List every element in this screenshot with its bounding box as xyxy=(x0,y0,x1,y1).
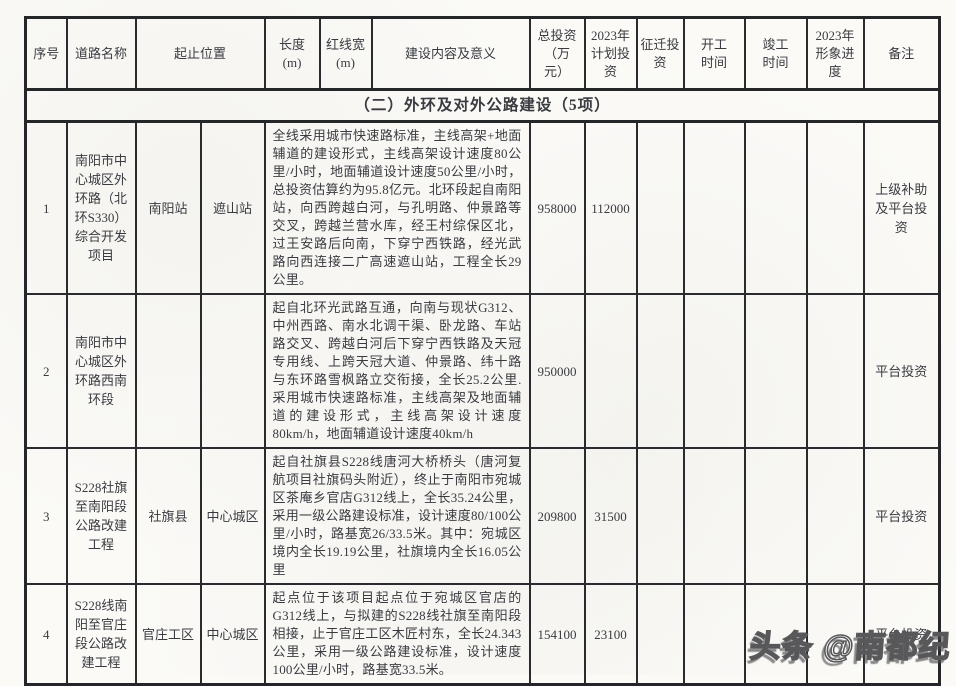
cell-total-investment: 154100 xyxy=(528,583,586,686)
cell-2023-planned-investment: 112000 xyxy=(583,120,638,295)
cell-location-to xyxy=(199,293,266,449)
cell-start-time xyxy=(682,583,746,686)
cell-road-name: S228线南阳至官庄段公路改建工程 xyxy=(65,583,137,686)
cell-2023-planned-investment: 31500 xyxy=(583,447,638,585)
header-2023-progress: 2023年 形象进 度 xyxy=(805,16,865,91)
cell-completion-time xyxy=(743,447,808,585)
cell-2023-progress xyxy=(805,583,865,686)
cell-location-from: 南阳站 xyxy=(134,120,202,295)
header-length: 长度 (m) xyxy=(263,16,321,91)
cell-road-name: S228社旗至南阳段公路改建工程 xyxy=(65,447,137,585)
cell-location-to: 中心城区 xyxy=(199,447,266,585)
cell-location-from: 社旗县 xyxy=(134,447,202,585)
header-serial-number: 序号 xyxy=(24,16,68,91)
cell-relocation-investment xyxy=(635,293,685,449)
section-title: （二）外环及对外公路建设（5项） xyxy=(24,88,941,123)
cell-construction-content: 全线采用城市快速路标准，主线高架+地面辅道的建设形式，主线高架设计速度80公里/… xyxy=(263,120,531,295)
cell-remarks: 平台投资 xyxy=(862,583,941,686)
header-remarks: 备注 xyxy=(862,16,941,91)
cell-remarks: 平台投资 xyxy=(862,447,941,585)
table-row: 3 S228社旗至南阳段公路改建工程 社旗县 中心城区 起自社旗县S228线唐河… xyxy=(24,447,941,585)
cell-total-investment: 958000 xyxy=(528,120,586,295)
cell-road-name: 南阳市中心城区外环路（北环S330）综合开发项目 xyxy=(65,120,137,295)
cell-location-to: 遮山站 xyxy=(199,120,266,295)
cell-total-investment: 209800 xyxy=(528,447,586,585)
cell-location-to: 中心城区 xyxy=(199,583,266,686)
header-2023-planned-investment: 2023年 计划投 资 xyxy=(583,16,638,91)
header-total-investment: 总投资 （万 元） xyxy=(528,16,586,91)
cell-serial-number: 2 xyxy=(24,293,68,449)
table-header-row: 序号 道路名称 起止位置 长度 (m) 红线宽 (m) 建设内容及意义 总投资 … xyxy=(24,16,941,91)
cell-2023-planned-investment: 23100 xyxy=(583,583,638,686)
header-completion-time: 竣工 时间 xyxy=(743,16,808,91)
cell-2023-progress xyxy=(805,447,865,585)
table-row: 1 南阳市中心城区外环路（北环S330）综合开发项目 南阳站 遮山站 全线采用城… xyxy=(24,120,941,295)
section-header-row: （二）外环及对外公路建设（5项） xyxy=(24,88,941,123)
cell-start-time xyxy=(682,447,746,585)
header-relocation-investment: 征迁投 资 xyxy=(635,16,685,91)
cell-start-time xyxy=(682,293,746,449)
cell-location-from: 官庄工区 xyxy=(134,583,202,686)
header-start-time: 开工 时间 xyxy=(682,16,746,91)
cell-2023-planned-investment xyxy=(583,293,638,449)
cell-relocation-investment xyxy=(635,120,685,295)
projects-table: 序号 道路名称 起止位置 长度 (m) 红线宽 (m) 建设内容及意义 总投资 … xyxy=(24,16,942,686)
table-body: （二）外环及对外公路建设（5项） 1 南阳市中心城区外环路（北环S330）综合开… xyxy=(24,88,941,686)
watermark: 头条 @南都纪 xyxy=(748,628,953,665)
cell-construction-content: 起自北环光武路互通，向南与现状G312、中州西路、南水北调干渠、卧龙路、车站路交… xyxy=(263,293,531,449)
cell-remarks: 平台投资 xyxy=(862,293,941,449)
cell-2023-progress xyxy=(805,293,865,449)
cell-serial-number: 3 xyxy=(24,447,68,585)
cell-completion-time xyxy=(743,293,808,449)
cell-road-name: 南阳市中心城区外环路西南环段 xyxy=(65,293,137,449)
cell-2023-progress xyxy=(805,120,865,295)
cell-serial-number: 1 xyxy=(24,120,68,295)
header-road-name: 道路名称 xyxy=(65,16,137,91)
header-location: 起止位置 xyxy=(134,16,266,91)
table-row: 4 S228线南阳至官庄段公路改建工程 官庄工区 中心城区 起点位于该项目起点位… xyxy=(24,583,941,686)
cell-serial-number: 4 xyxy=(24,583,68,686)
cell-construction-content: 起点位于该项目起点位于宛城区官店的G312线上，与拟建的S228线社旗至南阳段相… xyxy=(263,583,531,686)
header-red-line-width: 红线宽 (m) xyxy=(318,16,373,91)
header-construction-content: 建设内容及意义 xyxy=(370,16,531,91)
cell-start-time xyxy=(682,120,746,295)
cell-construction-content: 起自社旗县S228线唐河大桥桥头（唐河复航项目社旗码头附近），终止于南阳市宛城区… xyxy=(263,447,531,585)
table-row: 2 南阳市中心城区外环路西南环段 起自北环光武路互通，向南与现状G312、中州西… xyxy=(24,293,941,449)
cell-relocation-investment xyxy=(635,583,685,686)
cell-relocation-investment xyxy=(635,447,685,585)
cell-completion-time xyxy=(743,583,808,686)
cell-total-investment: 950000 xyxy=(528,293,586,449)
cell-location-from xyxy=(134,293,202,449)
cell-completion-time xyxy=(743,120,808,295)
cell-remarks: 上级补助及平台投资 xyxy=(862,120,941,295)
